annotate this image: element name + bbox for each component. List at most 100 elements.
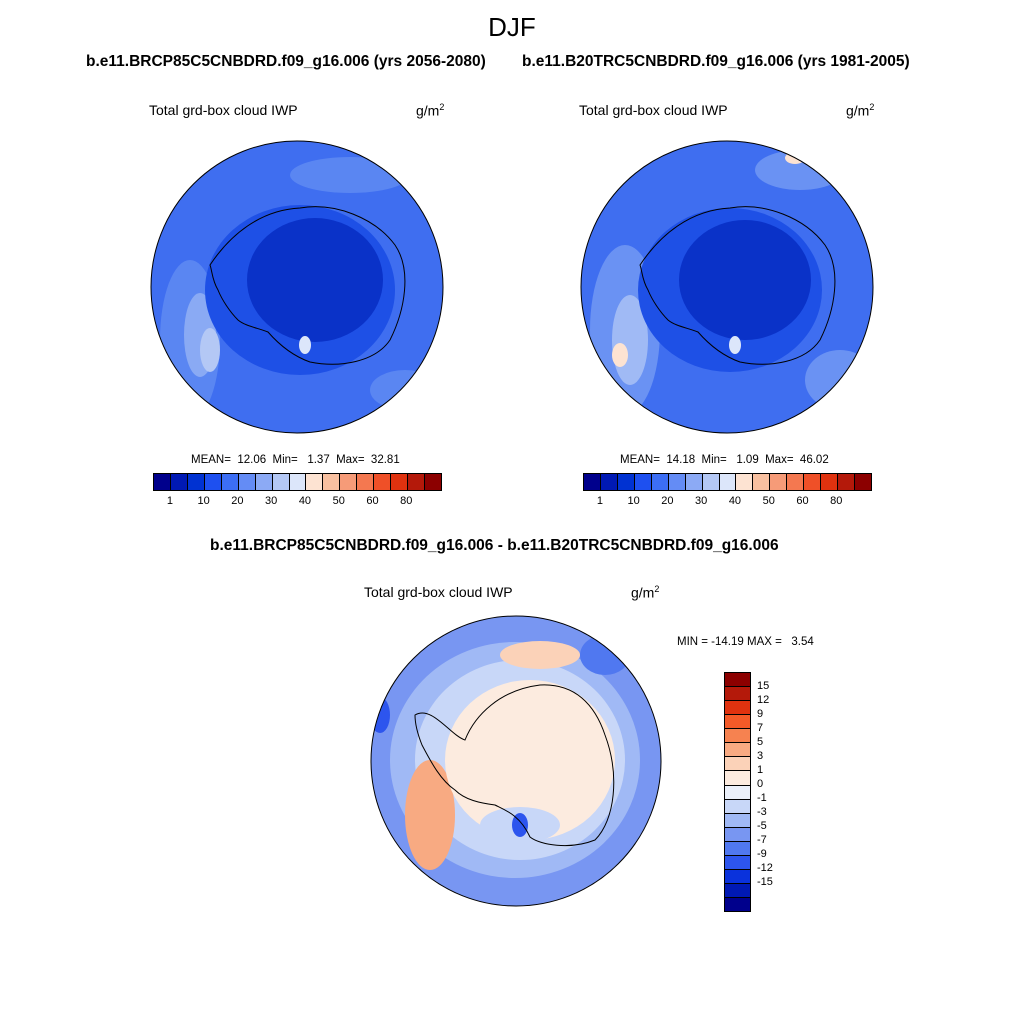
colorbar-swatch: [725, 841, 750, 856]
colorbar-tick-label: 60: [366, 495, 379, 507]
colorbar-tick-label: -12: [757, 862, 773, 874]
colorbar-swatch: [668, 474, 686, 490]
colorbar-swatch: [323, 474, 341, 490]
left-colorbar: [153, 473, 442, 491]
colorbar-tick-label: 80: [830, 495, 843, 507]
colorbar-swatch: [725, 827, 750, 842]
colorbar-tick-label: 0: [757, 778, 764, 790]
colorbar-swatch: [306, 474, 324, 490]
colorbar-tick-label: 20: [661, 495, 674, 507]
right-panel-header: b.e11.B20TRC5CNBDRD.f09_g16.006 (yrs 198…: [522, 53, 910, 70]
right-colorbar: [583, 473, 872, 491]
figure-title: DJF: [488, 12, 536, 42]
colorbar-swatch: [855, 474, 871, 490]
colorbar-tick-label: 20: [231, 495, 244, 507]
colorbar-swatch: [725, 729, 750, 744]
colorbar-swatch: [725, 715, 750, 730]
colorbar-swatch: [204, 474, 222, 490]
left-panel-header: b.e11.BRCP85C5CNBDRD.f09_g16.006 (yrs 20…: [86, 53, 486, 70]
colorbar-swatch: [357, 474, 375, 490]
colorbar-swatch: [725, 898, 750, 912]
colorbar-tick-label: 15: [757, 680, 770, 692]
colorbar-swatch: [617, 474, 635, 490]
right-variable-label: Total grd-box cloud IWP: [579, 102, 728, 118]
colorbar-swatch: [651, 474, 669, 490]
colorbar-swatch: [719, 474, 737, 490]
colorbar-swatch: [238, 474, 256, 490]
diff-units-label: g/m2: [631, 584, 660, 601]
colorbar-swatch: [702, 474, 720, 490]
colorbar-swatch: [821, 474, 839, 490]
colorbar-tick-label: -5: [757, 819, 767, 832]
colorbar-swatch: [170, 474, 188, 490]
colorbar-tick-label: 50: [332, 495, 345, 507]
colorbar-swatch: [408, 474, 425, 490]
colorbar-tick-label: 1: [596, 495, 603, 507]
colorbar-swatch: [725, 673, 750, 688]
colorbar-swatch: [787, 474, 805, 490]
colorbar-swatch: [725, 799, 750, 814]
diff-stats: MIN = -14.19 MAX = 3.54: [677, 636, 814, 648]
colorbar-swatch: [221, 474, 239, 490]
colorbar-swatch: [725, 785, 750, 800]
diff-colorbar: [724, 672, 751, 912]
diff-variable-label: Total grd-box cloud IWP: [364, 584, 513, 600]
colorbar-swatch: [425, 474, 441, 490]
colorbar-swatch: [584, 474, 601, 490]
colorbar-tick-label: 3: [757, 750, 764, 762]
right-polar-map: [580, 140, 874, 434]
colorbar-swatch: [255, 474, 273, 490]
colorbar-swatch: [374, 474, 392, 490]
colorbar-swatch: [154, 474, 171, 490]
left-units-label: g/m2: [416, 102, 445, 119]
colorbar-swatch: [685, 474, 703, 490]
diff-polar-map: [370, 615, 662, 907]
colorbar-swatch: [753, 474, 771, 490]
colorbar-swatch: [725, 757, 750, 772]
right-units-label: g/m2: [846, 102, 875, 119]
colorbar-swatch: [725, 813, 750, 828]
colorbar-swatch: [725, 883, 750, 898]
right-stats: MEAN= 14.18 Min= 1.09 Max= 46.02: [620, 454, 829, 466]
colorbar-swatch: [804, 474, 822, 490]
colorbar-tick-label: 30: [265, 495, 278, 507]
diff-panel-header: b.e11.BRCP85C5CNBDRD.f09_g16.006 - b.e11…: [210, 537, 779, 554]
left-variable-label: Total grd-box cloud IWP: [149, 102, 298, 118]
right-colorbar-ticks: 1 10 20 30 40 50 60 80: [583, 495, 870, 509]
colorbar-swatch: [340, 474, 358, 490]
colorbar-swatch: [634, 474, 652, 490]
colorbar-swatch: [725, 869, 750, 884]
colorbar-tick-label: 1: [166, 495, 173, 507]
colorbar-swatch: [736, 474, 754, 490]
colorbar-tick-label: 10: [627, 495, 640, 507]
diff-colorbar-ticks: 15 12 9 7 5 3 1 0 -1 -3 -5 -7 -9 -12 -15: [757, 672, 797, 910]
colorbar-swatch: [187, 474, 205, 490]
colorbar-tick-label: 50: [762, 495, 775, 507]
left-stats: MEAN= 12.06 Min= 1.37 Max= 32.81: [191, 454, 400, 466]
colorbar-tick-label: -15: [757, 876, 773, 888]
colorbar-tick-label: 40: [298, 495, 312, 507]
colorbar-swatch: [600, 474, 618, 490]
colorbar-tick-label: -9: [757, 848, 767, 860]
colorbar-tick-label: 12: [757, 694, 770, 706]
colorbar-tick-label: 1: [757, 764, 764, 776]
colorbar-swatch: [838, 474, 855, 490]
left-colorbar-ticks: 1 10 20 30 40 50 60 80: [153, 495, 440, 509]
colorbar-swatch: [725, 743, 750, 758]
colorbar-tick-label: -3: [757, 806, 767, 818]
colorbar-swatch: [272, 474, 290, 490]
colorbar-swatch: [770, 474, 788, 490]
colorbar-swatch: [725, 855, 750, 870]
colorbar-tick-label: 10: [197, 495, 210, 507]
colorbar-swatch: [391, 474, 409, 490]
colorbar-tick-label: 80: [400, 495, 413, 507]
colorbar-tick-label: 5: [757, 736, 764, 748]
colorbar-tick-label: 30: [695, 495, 708, 507]
colorbar-swatch: [289, 474, 307, 490]
colorbar-tick-label: 60: [796, 495, 809, 507]
colorbar-swatch: [725, 687, 750, 702]
colorbar-swatch: [725, 701, 750, 716]
colorbar-tick-label: 9: [757, 708, 764, 720]
left-polar-map: [150, 140, 444, 434]
colorbar-tick-label: -1: [757, 792, 767, 804]
